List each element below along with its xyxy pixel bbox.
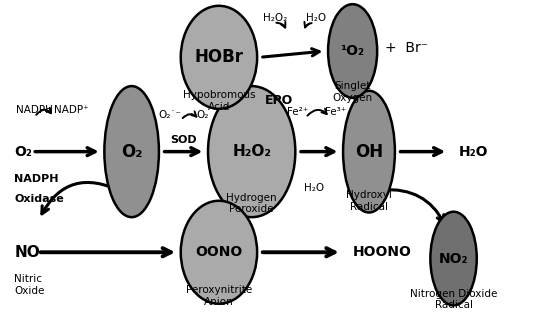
Text: Oxidase: Oxidase (14, 194, 64, 204)
Text: NO: NO (14, 245, 40, 260)
Text: O₂˙⁻: O₂˙⁻ (158, 110, 182, 120)
Text: NO₂: NO₂ (439, 252, 468, 266)
Text: H₂O: H₂O (304, 183, 324, 193)
Text: O₂: O₂ (196, 110, 209, 120)
Ellipse shape (328, 4, 377, 98)
Text: Singlet
Oxygen: Singlet Oxygen (333, 81, 373, 103)
Text: ¹O₂: ¹O₂ (341, 44, 365, 58)
Text: O₂: O₂ (121, 143, 142, 161)
Text: Hypobromous
Acid: Hypobromous Acid (183, 90, 255, 112)
Text: NADP⁺: NADP⁺ (54, 106, 89, 115)
Ellipse shape (208, 86, 295, 217)
Text: H₂O₂: H₂O₂ (263, 13, 287, 23)
Ellipse shape (343, 91, 395, 212)
Text: H₂O: H₂O (306, 13, 327, 23)
Text: Fe²⁺: Fe²⁺ (287, 107, 308, 117)
Text: HOBr: HOBr (194, 48, 243, 66)
Text: H₂O: H₂O (459, 145, 488, 158)
Text: OONO: OONO (195, 245, 242, 259)
Ellipse shape (430, 212, 477, 305)
Text: EPO: EPO (265, 94, 294, 107)
Text: HOONO: HOONO (353, 245, 411, 259)
Text: NADPH: NADPH (14, 174, 59, 184)
Text: OH: OH (355, 143, 383, 161)
Text: Hydrogen
Peroxide: Hydrogen Peroxide (226, 193, 277, 214)
Text: Hydroxyl
Radical: Hydroxyl Radical (346, 190, 392, 212)
Ellipse shape (104, 86, 159, 217)
Text: Peroxynitrite
Anion: Peroxynitrite Anion (186, 285, 252, 307)
Ellipse shape (181, 6, 257, 109)
Ellipse shape (181, 201, 257, 304)
Text: SOD: SOD (170, 135, 197, 145)
Text: +  Br⁻: + Br⁻ (385, 41, 428, 55)
Text: NADPH: NADPH (16, 106, 53, 115)
Text: H₂O₂: H₂O₂ (232, 144, 271, 159)
Text: Nitric
Oxide: Nitric Oxide (14, 274, 45, 296)
Text: Fe³⁺: Fe³⁺ (325, 107, 346, 117)
Text: O₂: O₂ (14, 145, 32, 158)
Text: Nitrogen Dioxide
Radical: Nitrogen Dioxide Radical (410, 289, 497, 310)
